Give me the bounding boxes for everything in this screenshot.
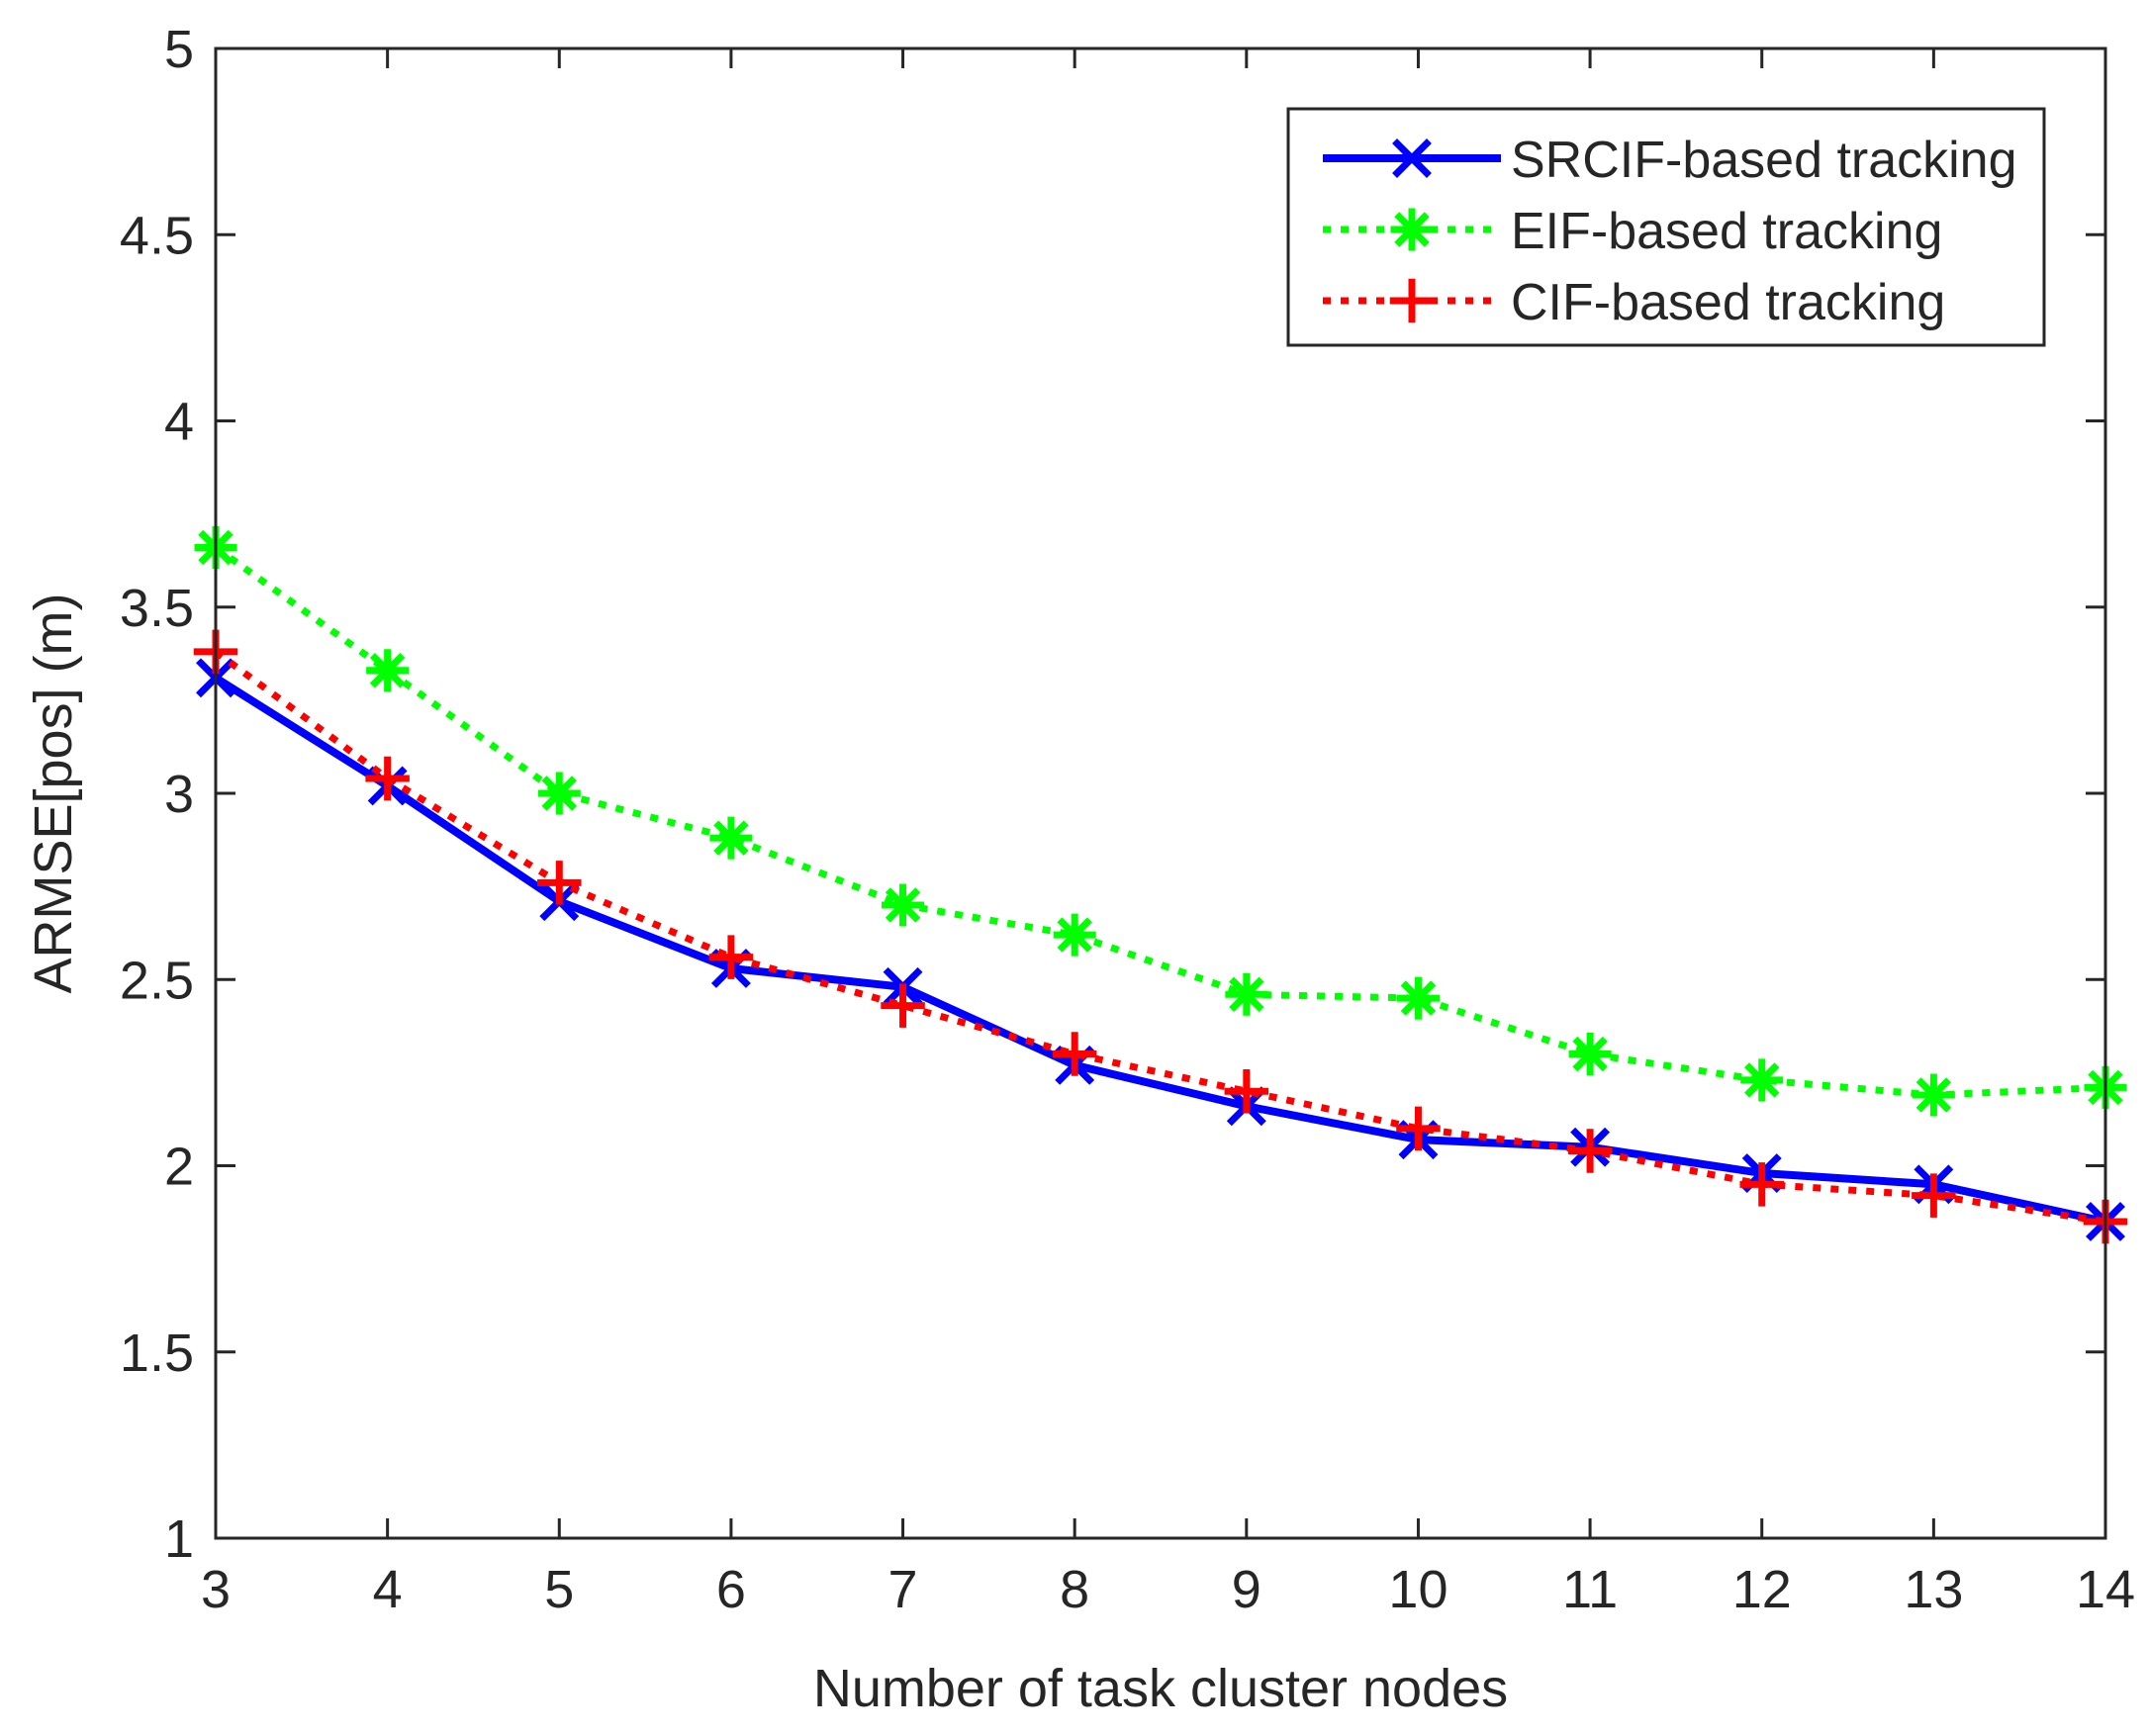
x-tick-label: 6 (716, 1560, 746, 1619)
x-tick-label: 11 (1562, 1560, 1618, 1619)
legend-marker (1392, 138, 1432, 178)
data-point-marker (1912, 1173, 1956, 1218)
series-layer (193, 526, 2128, 1244)
legend-marker (1389, 278, 1435, 323)
legend-entry: EIF-based tracking (1323, 203, 1942, 260)
data-point-marker (1224, 1068, 1269, 1114)
y-axis-label: ARMSE[pos] (m) (24, 593, 83, 993)
data-point-marker (1739, 1162, 1784, 1207)
data-point-marker (1567, 1129, 1613, 1173)
data-point-marker (708, 935, 754, 979)
x-tick-label: 13 (1904, 1560, 1963, 1619)
x-tick-label: 5 (544, 1560, 574, 1619)
data-point-marker (1912, 1073, 1955, 1117)
tick-labels: 3 4 5 6 7 8 9 10 11 12 13 14 1 1.5 2 2.5 3 3.5 4 4.5 5 (120, 20, 2135, 1619)
data-point-marker (882, 883, 925, 927)
data-point-marker (1740, 1058, 1784, 1102)
y-tick-label: 3 (164, 765, 194, 824)
data-point-marker (1568, 1033, 1612, 1076)
axes-frame (214, 46, 2107, 1540)
data-point-marker (1052, 1032, 1097, 1076)
x-tick-label: 12 (1732, 1560, 1792, 1619)
legend-entry: CIF-based tracking (1323, 274, 1945, 331)
data-point-marker (365, 756, 410, 801)
y-tick-label: 4.5 (120, 206, 194, 265)
series-line (213, 649, 2106, 1226)
data-point-marker (537, 861, 582, 905)
series-line (213, 674, 2106, 1226)
legend-label: EIF-based tracking (1511, 203, 1942, 260)
data-point-marker (537, 772, 581, 815)
x-tick-label: 8 (1060, 1560, 1089, 1619)
y-tick-label: 2 (164, 1138, 194, 1197)
legend-label: CIF-based tracking (1511, 274, 1945, 331)
y-tick-label: 3.5 (120, 579, 194, 638)
y-tick-label: 4 (164, 393, 194, 452)
legend-entry: SRCIF-based tracking (1323, 132, 2017, 189)
data-point-marker (1396, 976, 1440, 1020)
y-tick-label: 2.5 (120, 951, 194, 1010)
data-point-marker (1225, 972, 1268, 1016)
x-tick-label: 4 (373, 1560, 403, 1619)
legend: SRCIF-based tracking EIF-based tracking CI… (1286, 107, 2046, 347)
y-tick-label: 1 (164, 1509, 194, 1569)
data-point-marker (1053, 913, 1096, 957)
x-tick-label: 10 (1388, 1560, 1448, 1619)
legend-label: SRCIF-based tracking (1511, 132, 2017, 189)
legend-marker (1390, 208, 1434, 251)
data-point-marker (1396, 1106, 1441, 1151)
x-tick-label: 3 (201, 1560, 231, 1619)
y-tick-label: 5 (164, 20, 194, 79)
x-tick-label: 7 (888, 1560, 918, 1619)
series-line (213, 544, 2106, 1099)
y-tick-label: 1.5 (120, 1324, 194, 1383)
x-axis-label: Number of task cluster nodes (813, 1659, 1508, 1718)
data-point-marker (881, 983, 925, 1028)
data-point-marker (709, 816, 753, 860)
x-tick-label: 9 (1232, 1560, 1261, 1619)
data-point-marker (366, 649, 410, 692)
x-tick-label: 14 (2076, 1560, 2135, 1619)
